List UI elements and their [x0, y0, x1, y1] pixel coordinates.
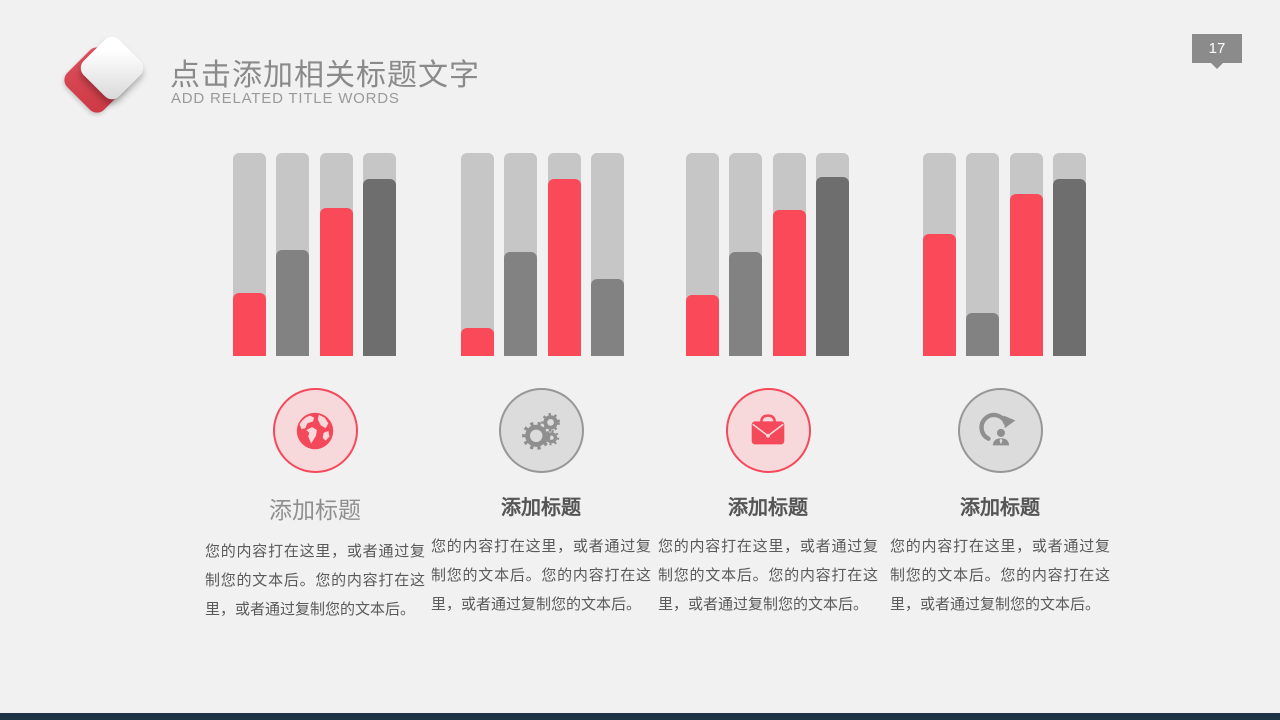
bar-track	[504, 153, 538, 356]
column-heading: 添加标题	[960, 497, 1040, 519]
column-body-text: 您的内容打在这里，或者通过复制您的文本后。您的内容打在这里，或者通过复制您的文本…	[658, 538, 878, 613]
person-cycle-icon	[957, 388, 1043, 473]
column-body-text: 您的内容打在这里，或者通过复制您的文本后。您的内容打在这里，或者通过复制您的文本…	[431, 538, 651, 613]
bar-chart-group-1	[233, 153, 396, 356]
page-title: 点击添加相关标题文字	[170, 59, 480, 92]
bar-fill	[729, 252, 763, 356]
bar-track	[686, 153, 719, 356]
column-body-text: 您的内容打在这里，或者通过复制您的文本后。您的内容打在这里，或者通过复制您的文本…	[890, 538, 1110, 613]
bar-track	[1009, 153, 1043, 356]
content-column-2: 添加标题 您的内容打在这里，或者通过复制您的文本后。您的内容打在这里，或者通过复…	[431, 388, 651, 619]
logo	[60, 32, 155, 124]
page-number: 17	[1208, 40, 1226, 57]
briefcase-icon	[725, 388, 811, 473]
bar-fill	[686, 295, 719, 356]
bar-chart-group-4	[923, 153, 1086, 356]
gears-icon	[498, 388, 584, 473]
bar-track	[461, 153, 494, 356]
bar-track	[966, 153, 1000, 356]
bar-fill	[815, 177, 849, 356]
bar-fill	[547, 179, 581, 356]
footer-bar	[0, 713, 1280, 720]
bar-fill	[923, 234, 956, 356]
bar-fill	[319, 207, 353, 356]
bar-fill	[461, 327, 494, 356]
bar-track	[547, 153, 581, 356]
globe-icon	[272, 388, 358, 473]
bar-fill	[1009, 193, 1043, 356]
page-number-badge: 17	[1192, 34, 1242, 69]
column-heading: 添加标题	[501, 497, 581, 519]
bar-fill	[233, 293, 266, 356]
bar-track	[772, 153, 806, 356]
bar-fill	[276, 250, 310, 356]
bar-track	[729, 153, 763, 356]
bar-chart-group-2	[461, 153, 624, 356]
bar-fill	[1052, 179, 1086, 356]
column-heading: 添加标题	[728, 497, 808, 519]
bar-fill	[362, 179, 396, 356]
column-heading: 添加标题	[269, 497, 361, 523]
bar-track	[362, 153, 396, 356]
page-subtitle: ADD RELATED TITLE WORDS	[171, 90, 400, 107]
bar-track	[276, 153, 310, 356]
bar-fill	[504, 252, 538, 356]
bar-track	[815, 153, 849, 356]
bar-track	[1052, 153, 1086, 356]
bar-track	[590, 153, 624, 356]
content-column-3: 添加标题 您的内容打在这里，或者通过复制您的文本后。您的内容打在这里，或者通过复…	[658, 388, 878, 619]
bar-fill	[772, 209, 806, 356]
content-column-4: 添加标题 您的内容打在这里，或者通过复制您的文本后。您的内容打在这里，或者通过复…	[890, 388, 1110, 619]
bar-track	[233, 153, 266, 356]
column-body-text: 您的内容打在这里，或者通过复制您的文本后。您的内容打在这里，或者通过复制您的文本…	[205, 543, 425, 618]
bar-track	[923, 153, 956, 356]
content-column-1: 添加标题 您的内容打在这里，或者通过复制您的文本后。您的内容打在这里，或者通过复…	[205, 388, 425, 624]
bar-chart-group-3	[686, 153, 849, 356]
bar-fill	[590, 278, 624, 356]
bar-fill	[966, 313, 1000, 356]
bar-track	[319, 153, 353, 356]
